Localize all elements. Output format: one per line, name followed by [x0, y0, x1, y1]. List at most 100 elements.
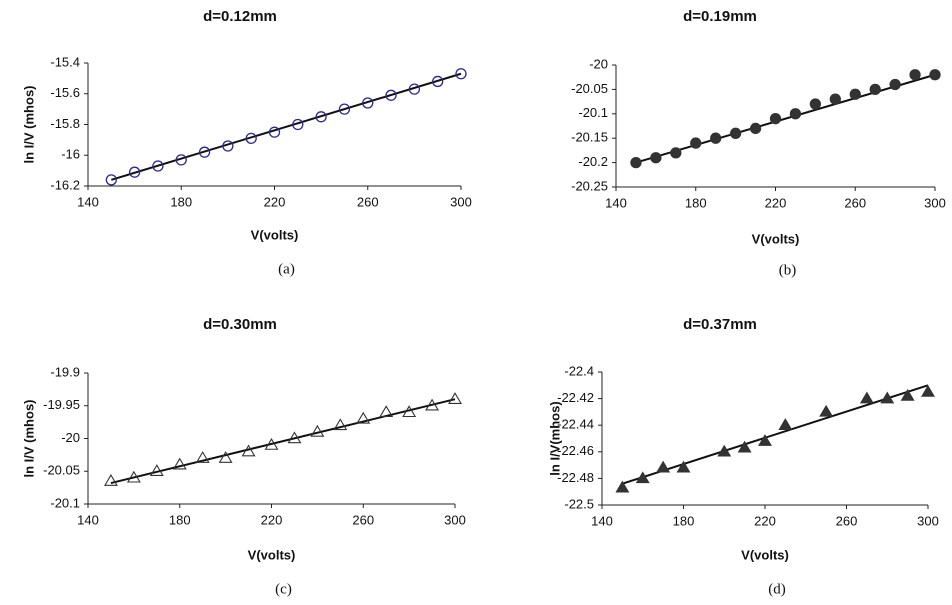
data-point: [172, 457, 187, 470]
y-tick-label: -19.9: [50, 364, 80, 379]
data-point: [287, 431, 302, 444]
data-point: [778, 418, 793, 430]
fit-line: [635, 73, 936, 164]
data-point: [245, 132, 257, 144]
x-tick-label: 140: [77, 194, 99, 209]
x-tick-label: 180: [673, 513, 695, 528]
data-point: [809, 98, 822, 110]
x-tick-label: 220: [261, 512, 283, 527]
y-tick-label: -15.8: [50, 116, 80, 131]
caption: (c): [275, 581, 292, 597]
data-point: [615, 480, 630, 493]
x-tick-label: 260: [836, 513, 858, 528]
y-tick-label: -20: [589, 56, 608, 71]
data-point: [175, 154, 187, 166]
chart-title: d=0.37mm: [683, 316, 757, 333]
data-point: [737, 440, 752, 453]
y-axis-label: ln I/V (mhos): [21, 400, 36, 478]
data-point: [909, 69, 921, 81]
x-tick-label: 300: [444, 512, 466, 527]
data-point: [402, 405, 417, 418]
data-point: [819, 404, 834, 417]
x-tick-label: 140: [605, 195, 627, 210]
y-tick-label: -22.48: [557, 470, 594, 485]
data-point: [385, 89, 397, 101]
y-tick-label: -20.25: [571, 178, 608, 193]
x-axis-label: V(volts): [752, 231, 800, 246]
y-tick-label: -22.5: [564, 496, 594, 511]
data-point: [690, 137, 702, 149]
caption: (a): [278, 261, 295, 277]
x-tick-label: 180: [170, 194, 192, 209]
data-point: [310, 424, 325, 437]
data-point: [362, 97, 374, 109]
chart-title: d=0.30mm: [203, 316, 277, 333]
fit-line: [622, 384, 929, 485]
y-tick-label: -20.15: [571, 130, 608, 145]
chart-title: d=0.19mm: [683, 8, 757, 25]
y-tick-label: -20.05: [43, 463, 80, 478]
data-point: [889, 78, 901, 91]
data-point: [195, 451, 210, 463]
y-axis-label: ln I/V(mhos): [547, 401, 562, 475]
y-tick-label: -22.46: [557, 443, 594, 458]
data-point: [432, 75, 444, 88]
data-point: [656, 460, 671, 473]
y-tick-label: -20.2: [578, 154, 608, 169]
data-point: [650, 152, 662, 164]
x-tick-label: 300: [924, 195, 946, 210]
data-point: [869, 83, 881, 96]
y-tick-label: -20: [61, 430, 80, 445]
data-point: [880, 391, 895, 404]
data-point: [859, 391, 874, 404]
data-point: [789, 108, 802, 120]
x-axis-label: V(volts): [251, 227, 299, 242]
data-point: [315, 111, 327, 123]
data-point: [264, 437, 279, 450]
caption: (d): [768, 581, 786, 597]
y-tick-label: -15.6: [50, 85, 80, 100]
x-tick-label: 260: [844, 195, 866, 210]
y-tick-label: -22.44: [557, 417, 594, 432]
fit-line: [111, 72, 462, 181]
data-point: [717, 444, 732, 457]
data-point: [921, 384, 935, 397]
data-point: [126, 470, 141, 483]
y-tick-label: -20.05: [571, 81, 608, 96]
data-point: [105, 174, 117, 186]
y-tick-label: -22.4: [564, 363, 594, 378]
data-point: [670, 147, 682, 159]
y-tick-label: -20.1: [50, 495, 80, 510]
caption: (b): [779, 262, 797, 278]
data-point: [241, 444, 256, 457]
data-point: [218, 451, 233, 463]
data-point: [292, 118, 304, 131]
y-tick-label: -16.2: [50, 177, 80, 192]
data-point: [198, 146, 211, 158]
x-tick-label: 180: [169, 512, 191, 527]
x-axis-label: V(volts): [741, 547, 789, 562]
data-point: [128, 166, 141, 178]
x-tick-label: 220: [765, 195, 787, 210]
data-point: [849, 88, 861, 100]
data-point: [455, 68, 467, 80]
data-point: [152, 160, 164, 172]
data-point: [408, 83, 421, 95]
x-tick-label: 260: [357, 194, 379, 209]
data-point: [356, 411, 371, 424]
y-tick-label: -19.95: [43, 397, 80, 412]
fit-line: [110, 398, 456, 485]
x-tick-label: 260: [352, 512, 374, 527]
y-tick-label: -16: [61, 147, 80, 162]
data-point: [929, 69, 941, 81]
data-point: [338, 103, 351, 115]
chart-title: d=0.12mm: [203, 8, 277, 25]
data-point: [635, 471, 650, 484]
data-point: [729, 127, 742, 139]
x-tick-label: 140: [591, 513, 613, 528]
y-tick-label: -22.42: [557, 390, 594, 405]
y-tick-label: -15.4: [50, 54, 80, 69]
data-point: [268, 126, 281, 138]
data-point: [710, 132, 722, 144]
